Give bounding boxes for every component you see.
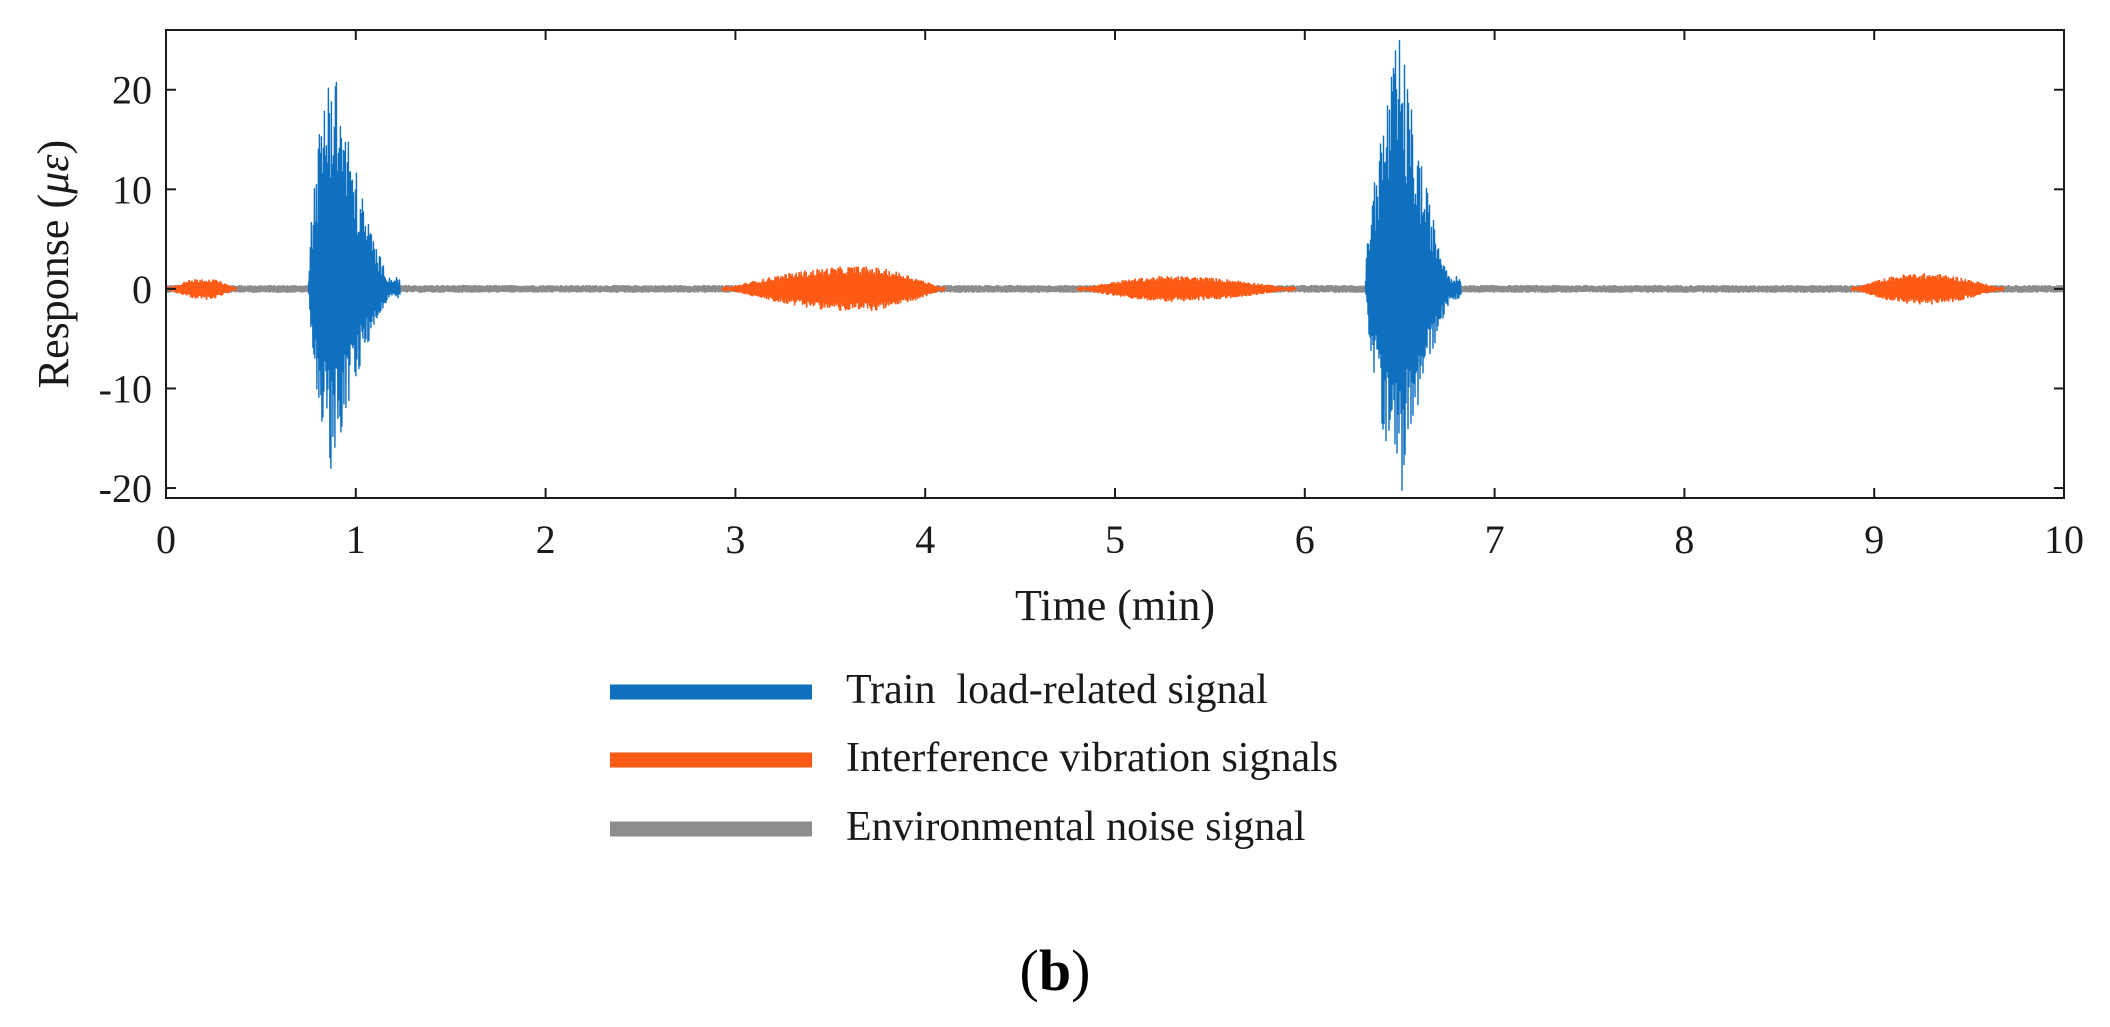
legend-item-noise: Environmental noise signal bbox=[610, 804, 1306, 850]
y-tick-label: 0 bbox=[132, 267, 152, 312]
x-tick-label: 4 bbox=[915, 517, 935, 562]
plot-area bbox=[166, 30, 2064, 498]
series-train-load-related-signal bbox=[307, 40, 1462, 491]
series-train-load-related-signal-segment bbox=[1364, 40, 1462, 491]
x-tick-label: 1 bbox=[346, 517, 366, 562]
x-tick-label: 7 bbox=[1485, 517, 1505, 562]
x-tick-label: 10 bbox=[2044, 517, 2084, 562]
y-tick-label: -10 bbox=[99, 366, 152, 411]
series-interference-vibration-signals-segment bbox=[1850, 273, 2005, 305]
legend-item-train: Train load-related signal bbox=[610, 667, 1268, 713]
x-axis-title: Time (min) bbox=[1015, 581, 1215, 630]
y-axis: -20 -10 0 10 20 bbox=[99, 68, 2064, 511]
series-interference-vibration-signals-segment bbox=[1076, 276, 1297, 302]
legend-item-interference: Interference vibration signals bbox=[610, 735, 1338, 781]
x-axis: 0 1 2 3 4 5 6 7 8 9 10 bbox=[156, 30, 2084, 562]
series-interference-vibration-signals bbox=[166, 266, 2005, 312]
signal-traces bbox=[166, 40, 2064, 491]
legend-label-train: Train load-related signal bbox=[846, 667, 1268, 713]
series-interference-vibration-signals-segment bbox=[721, 266, 946, 312]
legend: Train load-related signal Interference v… bbox=[610, 667, 1338, 850]
x-tick-label: 6 bbox=[1295, 517, 1315, 562]
series-interference-vibration-signals-segment bbox=[166, 279, 238, 300]
y-tick-label: 20 bbox=[112, 68, 152, 113]
series-train-load-related-signal-segment bbox=[307, 81, 401, 469]
legend-label-noise: Environmental noise signal bbox=[846, 804, 1306, 850]
legend-label-interference: Interference vibration signals bbox=[846, 735, 1338, 781]
x-tick-label: 8 bbox=[1674, 517, 1694, 562]
x-tick-label: 9 bbox=[1864, 517, 1884, 562]
x-tick-label: 3 bbox=[725, 517, 745, 562]
y-tick-label: 10 bbox=[112, 167, 152, 212]
x-tick-label: 0 bbox=[156, 517, 176, 562]
y-tick-label: -20 bbox=[99, 466, 152, 511]
y-axis-title: Response (με) bbox=[29, 140, 78, 388]
panel-label: (b) bbox=[1020, 938, 1091, 1003]
x-tick-label: 5 bbox=[1105, 517, 1125, 562]
x-tick-label: 2 bbox=[536, 517, 556, 562]
